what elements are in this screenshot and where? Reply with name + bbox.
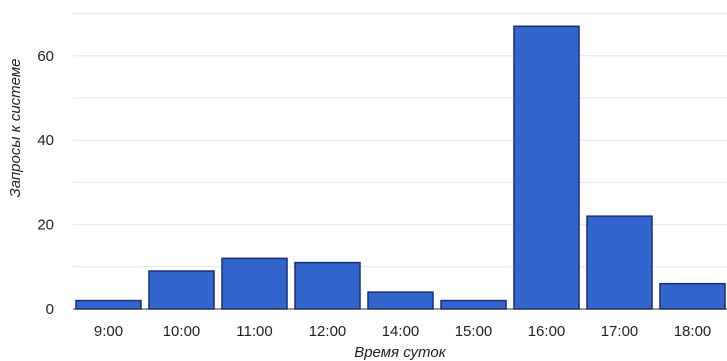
y-tick-label: 60 [37,48,54,65]
x-axis-title: Время суток [354,344,446,361]
grid-lines [73,13,727,268]
bar [148,270,215,310]
x-tick-label: 11:00 [236,323,272,340]
bar [513,25,580,310]
bar [221,257,288,310]
bars [75,25,726,310]
x-tick-label: 17:00 [601,323,639,340]
y-tick-label: 40 [37,132,54,149]
x-tick-labels: 9:00 10:00 11:00 12:00 14:00 15:00 16:00 17:00 1… [94,323,711,340]
x-tick-label: 18:00 [674,323,712,340]
bar [586,215,653,310]
bar [75,299,142,310]
y-tick-labels: 0 20 40 60 [37,48,54,318]
x-tick-label: 15:00 [455,323,493,340]
y-tick-label: 20 [37,217,54,234]
bar [367,291,434,310]
x-tick-label: 16:00 [528,323,566,340]
x-tick-label: 12:00 [309,323,347,340]
y-axis-title: Запросы к системе [7,59,24,198]
x-tick-label: 9:00 [94,323,123,340]
y-tick-label: 0 [46,301,54,318]
x-tick-label: 14:00 [382,323,420,340]
bar [659,282,726,310]
bar [294,261,361,310]
x-tick-label: 10:00 [163,323,201,340]
bar [440,299,507,310]
